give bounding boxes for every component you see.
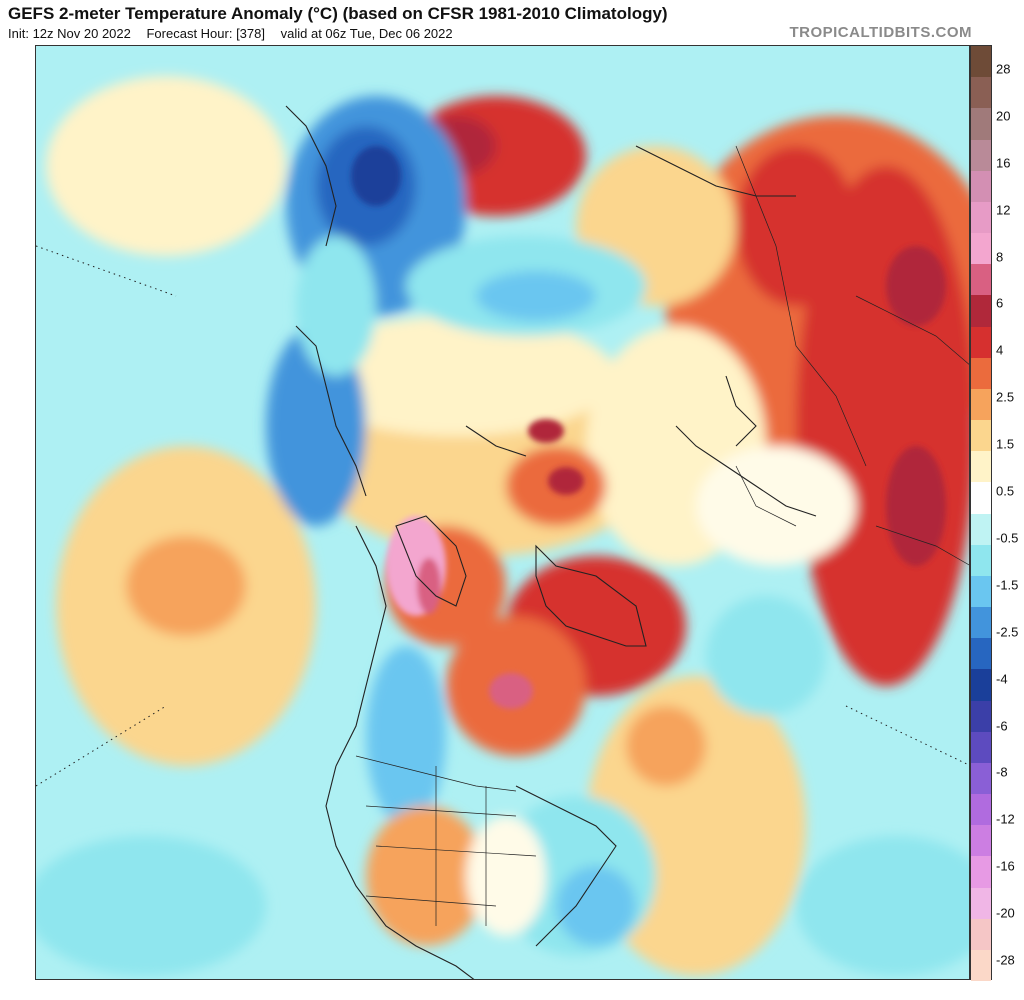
colorbar-segment — [971, 575, 991, 608]
colorbar-segment — [971, 731, 991, 764]
colorbar-tick-label: 20 — [996, 108, 1011, 124]
colorbar-tick-label: 4 — [996, 342, 1004, 358]
colorbar-tick-label: -28 — [996, 952, 1015, 968]
colorbar-segment — [971, 46, 991, 78]
colorbar-segment — [971, 201, 991, 234]
colorbar-segment — [971, 700, 991, 733]
valid-time: valid at 06z Tue, Dec 06 2022 — [280, 26, 453, 41]
colorbar-segment — [971, 918, 991, 951]
anomaly-map — [35, 45, 970, 980]
colorbar-segment — [971, 669, 991, 701]
colorbar-segment — [971, 794, 991, 826]
colorbar-segment — [971, 388, 991, 421]
colorbar-tick-label: -6 — [996, 718, 1008, 734]
colorbar-segment — [971, 108, 991, 140]
colorbar-tick-label: 6 — [996, 295, 1004, 311]
colorbar-segment — [971, 420, 991, 452]
chart-title: GEFS 2-meter Temperature Anomaly (°C) (b… — [8, 4, 668, 23]
anomaly-field — [36, 76, 969, 976]
colorbar-segment — [971, 264, 991, 296]
borders — [355, 145, 969, 926]
colorbar-segment — [971, 295, 991, 327]
colorbar — [970, 45, 992, 982]
colorbar-tick-label: -1.5 — [996, 577, 1019, 593]
coastlines — [285, 105, 817, 979]
colorbar-labels: 28 20 16 12 8 6 4 2.5 1.5 0.5 -0.5 -1.5 -2.5 -4 -6 -8 -1… — [994, 45, 1024, 980]
colorbar-segment — [971, 451, 991, 483]
colorbar-segment — [971, 887, 991, 920]
colorbar-segment — [971, 357, 991, 390]
colorbar-tick-label: -20 — [996, 905, 1015, 921]
colorbar-segment — [971, 482, 991, 514]
colorbar-tick-label: -8 — [996, 764, 1008, 780]
graticule — [36, 245, 969, 787]
colorbar-tick-label: 0.5 — [996, 483, 1015, 499]
colorbar-tick-label: -2.5 — [996, 624, 1019, 640]
colorbar-segment — [971, 762, 991, 795]
colorbar-tick-label: 28 — [996, 61, 1011, 77]
colorbar-segment — [971, 170, 991, 203]
colorbar-tick-label: 16 — [996, 155, 1011, 171]
colorbar-segment — [971, 544, 991, 577]
map-svg — [36, 46, 969, 979]
colorbar-tick-label: 1.5 — [996, 436, 1015, 452]
colorbar-tick-label: -12 — [996, 811, 1015, 827]
colorbar-tick-label: -16 — [996, 858, 1015, 874]
colorbar-tick-label: 12 — [996, 202, 1011, 218]
colorbar-tick-label: -0.5 — [996, 530, 1019, 546]
colorbar-segment — [971, 949, 991, 982]
colorbar-segment — [971, 607, 991, 639]
brand-watermark: TROPICALTIDBITS.COM — [789, 24, 972, 41]
colorbar-segment — [971, 513, 991, 546]
colorbar-tick-label: 8 — [996, 249, 1004, 265]
colorbar-segment — [971, 638, 991, 670]
colorbar-segment — [971, 233, 991, 265]
init-time: Init: 12z Nov 20 2022 — [8, 26, 131, 41]
colorbar-segment — [971, 326, 991, 359]
forecast-hour: Forecast Hour: [378] — [146, 26, 265, 41]
colorbar-segment — [971, 77, 991, 109]
colorbar-segment — [971, 825, 991, 857]
colorbar-tick-label: -4 — [996, 671, 1008, 687]
colorbar-segment — [971, 856, 991, 888]
colorbar-segment — [971, 139, 991, 172]
subtitle: Init: 12z Nov 20 2022 Forecast Hour: [37… — [8, 26, 465, 41]
colorbar-tick-label: 2.5 — [996, 389, 1015, 405]
